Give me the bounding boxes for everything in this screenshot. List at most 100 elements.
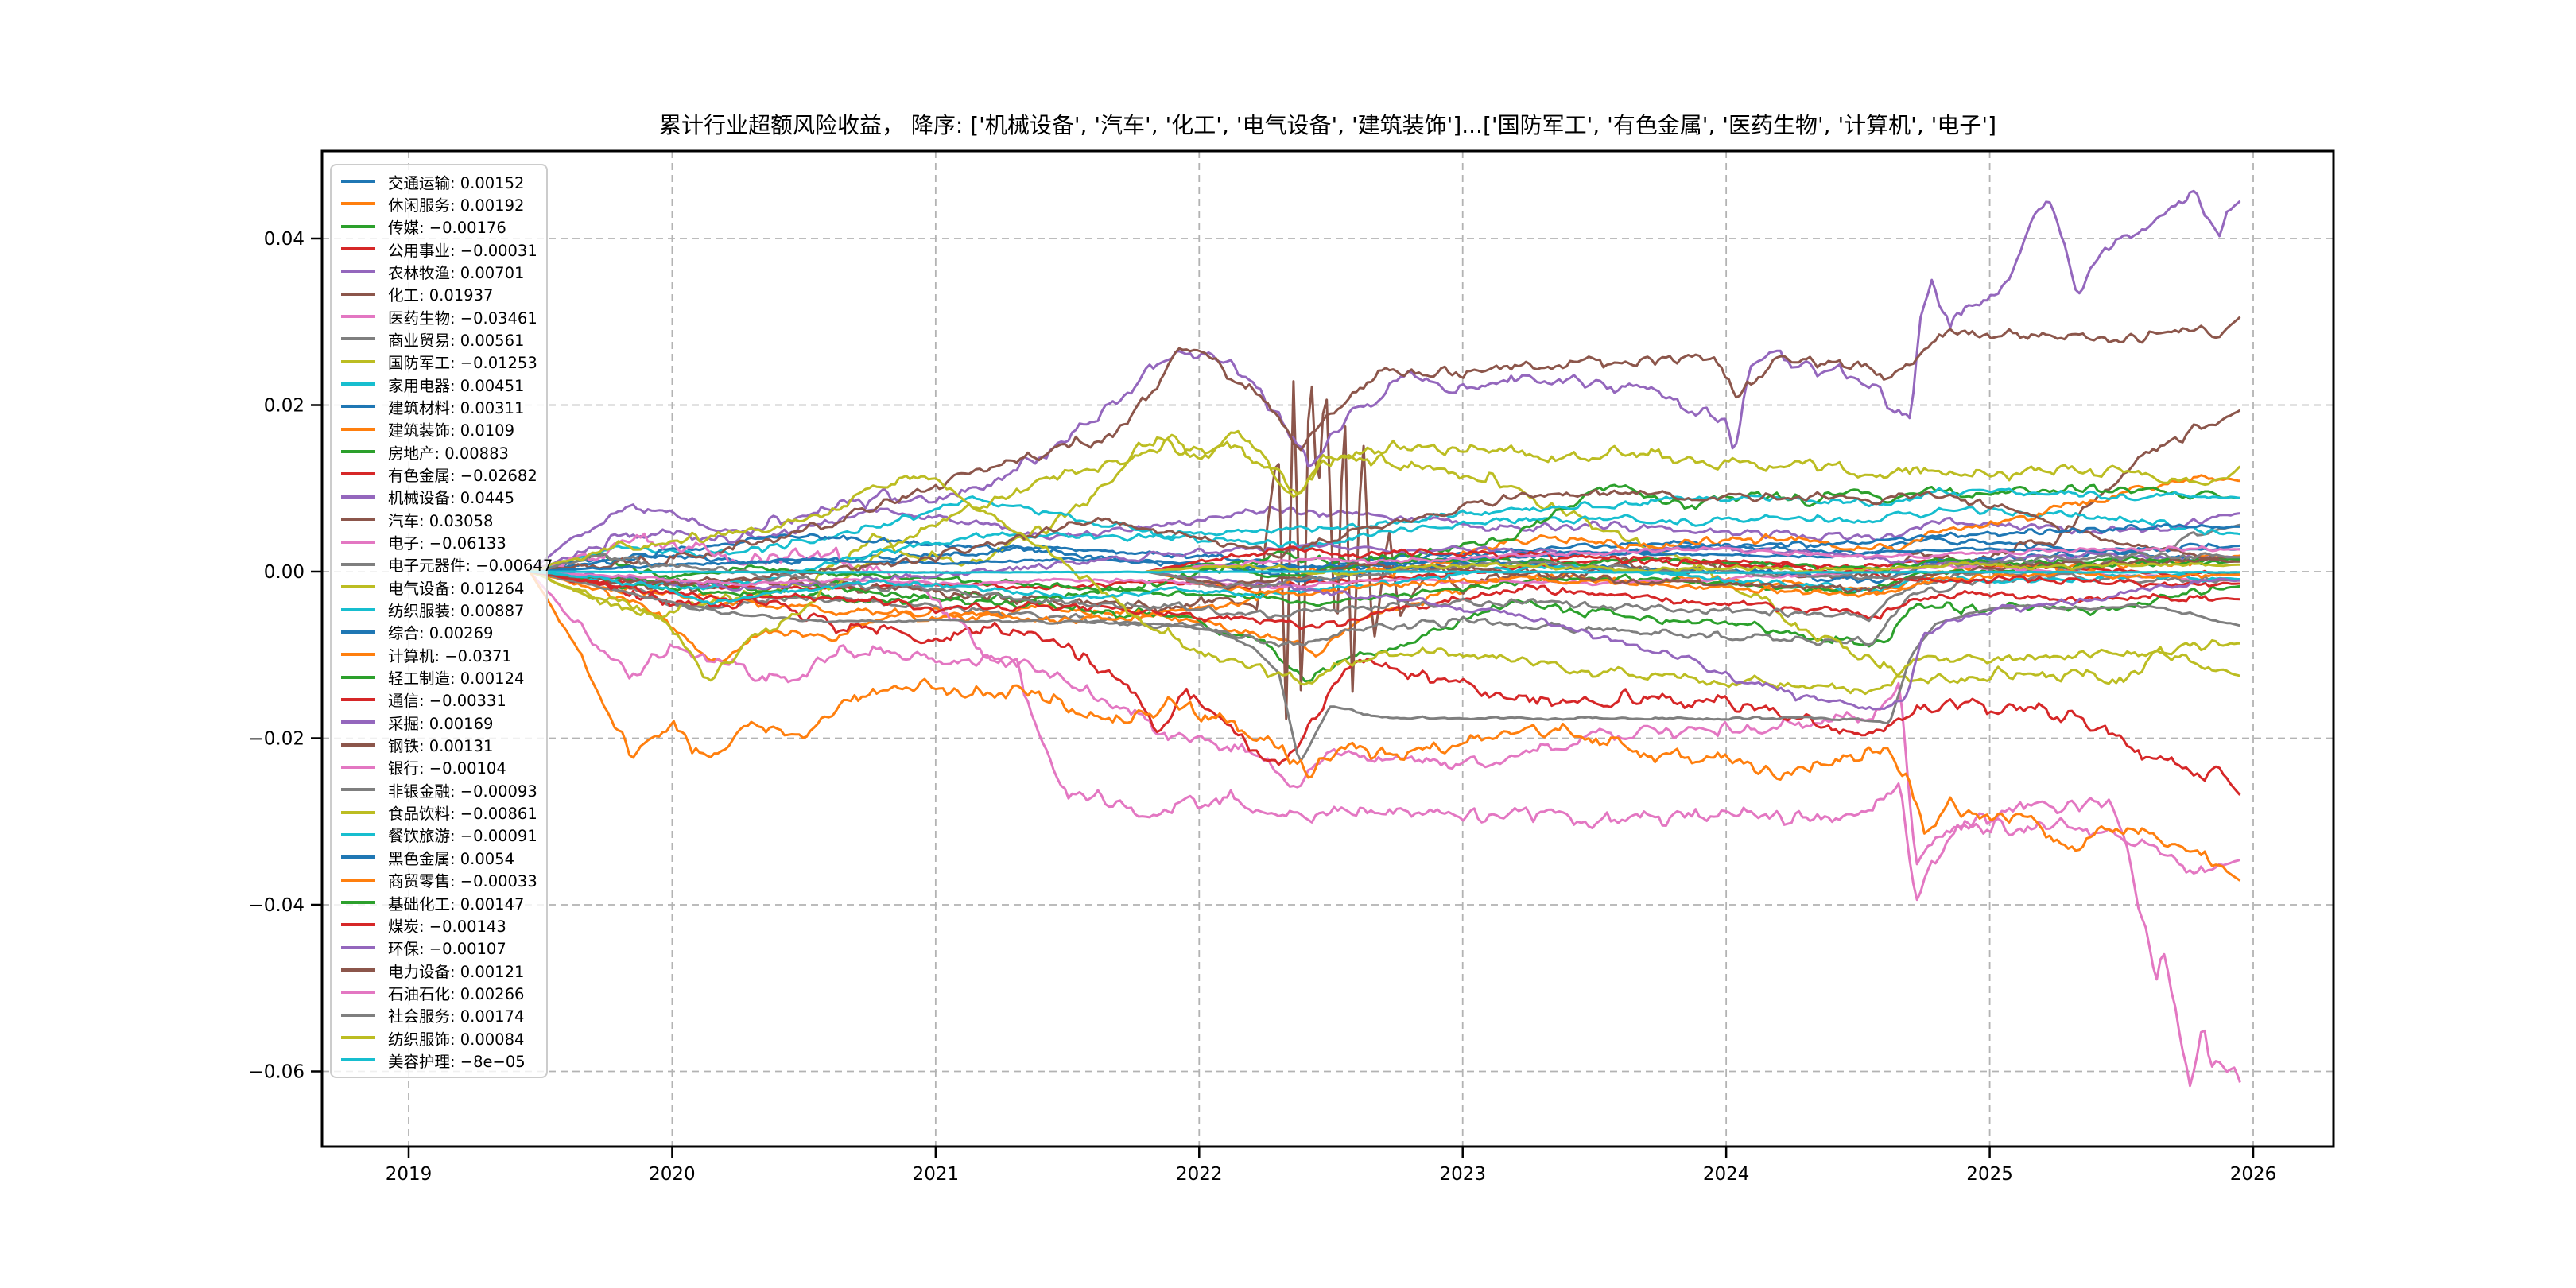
legend-line-swatch (341, 247, 375, 251)
legend-line-swatch (341, 788, 375, 792)
legend-line-swatch (341, 1058, 375, 1062)
series-line (530, 487, 2240, 591)
series-line (530, 570, 2241, 796)
legend-label: 纺织服装: 0.00887 (388, 602, 525, 621)
legend-label: 化工: 0.01937 (388, 286, 494, 305)
series-line (530, 316, 2241, 573)
y-tick-label: −0.04 (249, 895, 305, 916)
legend-label: 计算机: −0.0371 (388, 646, 512, 665)
legend-line-swatch (341, 675, 375, 679)
legend-item: 美容护理: −8e−05 (341, 1049, 546, 1071)
legend-item: 社会服务: 0.00174 (341, 1005, 546, 1026)
legend-label: 公用事业: −0.00031 (388, 241, 537, 260)
legend-item: 石油石化: 0.00266 (341, 982, 546, 1003)
legend-line-swatch (341, 743, 375, 747)
legend-item: 公用事业: −0.00031 (341, 239, 546, 260)
legend-line-swatch (341, 315, 375, 319)
legend-item: 环保: −0.00107 (341, 937, 546, 958)
legend-box: 交通运输: 0.00152 休闲服务: 0.00192 传媒: −0.00176 公用… (330, 164, 553, 1078)
legend-line-swatch (341, 337, 375, 341)
series-line (1146, 545, 2240, 589)
legend-item: 电子元器件: −0.00647 (341, 554, 553, 575)
legend-item: 纺织服装: 0.00887 (341, 599, 546, 620)
legend-item: 电气设备: 0.01264 (341, 576, 546, 598)
legend-label: 黑色金属: 0.0054 (388, 849, 514, 868)
legend-label: 非银金融: −0.00093 (388, 782, 537, 801)
y-tick-label: −0.02 (249, 729, 305, 750)
legend-label: 煤炭: −0.00143 (388, 917, 506, 936)
legend-line-swatch (341, 427, 375, 431)
legend-label: 传媒: −0.00176 (388, 219, 506, 238)
legend-label: 纺织服饰: 0.00084 (388, 1030, 525, 1049)
series-line (529, 189, 2241, 573)
series-line (530, 552, 2240, 623)
series-line (530, 546, 2240, 573)
x-tick-label: 2021 (913, 1164, 960, 1185)
legend-label: 环保: −0.00107 (388, 940, 506, 959)
legend-label: 食品饮料: −0.00861 (388, 805, 537, 824)
legend-item: 商业贸易: 0.00561 (341, 328, 546, 350)
legend-item: 黑色金属: 0.0054 (341, 847, 546, 868)
legend-item: 商贸零售: −0.00033 (341, 870, 546, 890)
legend-label: 通信: −0.00331 (388, 692, 506, 711)
legend-item: 食品饮料: −0.00861 (341, 802, 546, 823)
legend-line-swatch (341, 810, 375, 814)
legend-item: 纺织服饰: 0.00084 (341, 1027, 546, 1049)
legend-line-swatch (341, 180, 375, 183)
legend-item: 餐饮旅游: −0.00091 (341, 824, 546, 845)
series-line (530, 495, 2240, 573)
legend-item: 轻工制造: 0.00124 (341, 667, 546, 688)
series-line (530, 570, 2240, 630)
legend-line-swatch (341, 697, 375, 701)
legend-line-swatch (341, 653, 375, 657)
legend-line-swatch (341, 945, 375, 949)
legend-label: 房地产: 0.00883 (388, 444, 509, 463)
legend-line-swatch (341, 832, 375, 836)
legend-line-swatch (341, 855, 375, 859)
x-tick-label: 2026 (2230, 1164, 2277, 1185)
series-line (529, 571, 2241, 882)
y-tick-label: 0.02 (264, 396, 305, 417)
x-tick-label: 2025 (1966, 1164, 2013, 1185)
legend-item: 钢铁: 0.00131 (341, 735, 546, 755)
legend-line-swatch (341, 202, 375, 206)
legend-label: 商业贸易: 0.00561 (388, 331, 525, 350)
legend-line-swatch (341, 720, 375, 724)
y-tick-label: −0.06 (249, 1062, 305, 1083)
legend-label: 美容护理: −8e−05 (388, 1052, 526, 1071)
grid-lines (322, 151, 2334, 1146)
x-tick-label: 2020 (649, 1164, 696, 1185)
legend-label: 电力设备: 0.00121 (388, 962, 525, 981)
legend-line-swatch (341, 923, 375, 927)
legend-label: 电气设备: 0.01264 (388, 579, 525, 598)
legend-item: 综合: 0.00269 (341, 622, 546, 642)
legend-label: 交通运输: 0.00152 (388, 173, 525, 192)
plot-border (320, 149, 2335, 1148)
legend-label: 汽车: 0.03058 (388, 511, 494, 530)
legend-line-swatch (341, 562, 375, 566)
legend-label: 国防军工: −0.01253 (388, 354, 537, 373)
legend-line-swatch (341, 540, 375, 544)
legend-label: 餐饮旅游: −0.00091 (388, 827, 537, 846)
series-line (530, 475, 2240, 696)
legend-label: 农林牧渔: 0.00701 (388, 263, 525, 282)
legend-label: 银行: −0.00104 (388, 759, 506, 778)
x-tick-label: 2024 (1703, 1164, 1750, 1185)
legend-item: 电子: −0.06133 (341, 532, 546, 553)
legend-label: 综合: 0.00269 (388, 624, 494, 643)
legend-label: 休闲服务: 0.00192 (388, 196, 525, 215)
legend-item: 通信: −0.00331 (341, 689, 546, 710)
legend-item: 非银金融: −0.00093 (341, 779, 546, 801)
series-line (530, 570, 2240, 762)
legend-line-swatch (341, 292, 375, 296)
series-line (1146, 545, 2240, 573)
legend-label: 石油石化: 0.00266 (388, 984, 525, 1003)
series-line (530, 523, 2240, 648)
legend-item: 汽车: 0.03058 (341, 509, 546, 530)
tick-marks (311, 237, 2255, 1158)
legend-line-swatch (341, 585, 375, 589)
legend-label: 轻工制造: 0.00124 (388, 669, 525, 689)
legend-item: 建筑材料: 0.00311 (341, 396, 546, 417)
legend-item: 化工: 0.01937 (341, 284, 546, 305)
